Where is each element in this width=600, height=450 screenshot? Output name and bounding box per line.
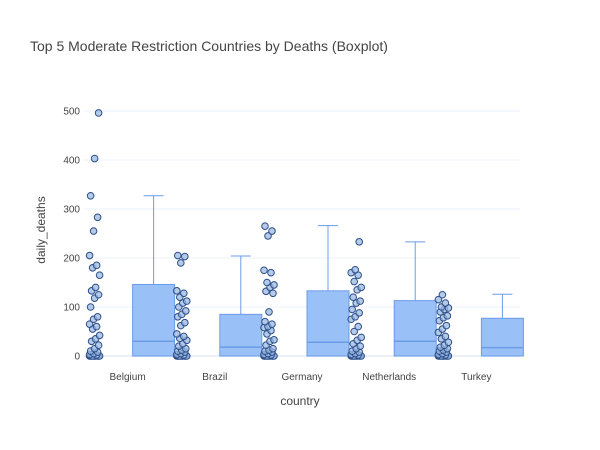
- points-germany: [260, 222, 278, 360]
- data-point: [95, 331, 104, 340]
- x-tick-label: Brazil: [202, 372, 227, 383]
- y-tick-label: 100: [63, 303, 80, 314]
- data-point: [268, 227, 276, 235]
- data-point: [269, 289, 277, 298]
- data-point: [180, 289, 188, 298]
- data-point: [91, 283, 100, 292]
- y-axis-title: daily_deaths: [34, 196, 48, 263]
- data-point: [267, 268, 275, 277]
- data-point: [90, 154, 99, 163]
- data-point: [348, 305, 357, 314]
- data-point: [93, 213, 102, 222]
- data-point: [182, 307, 190, 315]
- data-point: [350, 327, 359, 336]
- data-point: [183, 297, 191, 305]
- data-point: [434, 295, 443, 304]
- data-point: [260, 266, 268, 275]
- box-netherlands: [393, 241, 437, 357]
- x-tick-label: Germany: [281, 372, 322, 383]
- box-iqr: [219, 313, 263, 357]
- data-point: [264, 232, 272, 240]
- data-point: [181, 318, 189, 327]
- data-point: [441, 332, 450, 341]
- x-tick-label: Turkey: [461, 372, 491, 383]
- y-tick-label: 500: [63, 107, 80, 118]
- data-point: [180, 332, 188, 341]
- box-iqr: [480, 317, 524, 357]
- box-iqr: [132, 283, 176, 357]
- box-germany: [306, 225, 350, 357]
- points: [85, 109, 453, 360]
- data-point: [269, 344, 277, 353]
- data-point: [94, 290, 103, 299]
- data-point: [94, 109, 103, 117]
- points-netherlands: [347, 238, 366, 360]
- y-tick-label: 0: [74, 352, 80, 363]
- data-point: [173, 287, 181, 295]
- data-point: [92, 322, 101, 331]
- box-brazil: [219, 255, 263, 357]
- box-turkey: [480, 293, 524, 357]
- boxes: [132, 195, 524, 357]
- x-tick-label: Belgium: [110, 372, 146, 383]
- data-point: [265, 308, 273, 316]
- data-point: [351, 265, 360, 274]
- box-iqr: [306, 290, 350, 357]
- data-point: [349, 293, 358, 302]
- x-tick-label: Netherlands: [362, 372, 416, 383]
- y-tick-label: 300: [63, 205, 80, 216]
- data-point: [444, 338, 453, 347]
- data-point: [270, 281, 278, 289]
- data-point: [355, 309, 364, 317]
- points-brazil: [173, 251, 191, 360]
- points-belgium: [85, 109, 104, 360]
- y-tick-label: 200: [63, 254, 80, 265]
- data-point: [357, 333, 366, 342]
- data-point: [355, 238, 364, 246]
- data-point: [270, 336, 278, 344]
- y-axis-ticks: 0 100 200 300 400 500: [63, 107, 80, 363]
- data-point: [441, 299, 450, 307]
- points-turkey: [434, 290, 453, 360]
- box-iqr: [393, 300, 437, 357]
- data-point: [357, 283, 366, 292]
- box-belgium: [132, 195, 176, 357]
- data-point: [356, 297, 365, 305]
- data-point: [177, 259, 185, 267]
- data-point: [86, 303, 95, 311]
- x-axis-ticks: Belgium Brazil Germany Netherlands Turkey: [110, 372, 492, 383]
- data-point: [443, 312, 452, 320]
- chart-title: Top 5 Moderate Restriction Countries by …: [30, 38, 388, 54]
- data-point: [261, 317, 269, 326]
- data-point: [438, 290, 447, 299]
- x-axis-title: country: [280, 394, 319, 408]
- data-point: [442, 321, 451, 330]
- data-point: [354, 322, 363, 331]
- data-point: [93, 313, 102, 321]
- data-point: [261, 222, 269, 230]
- data-point: [95, 271, 104, 279]
- data-point: [174, 251, 182, 260]
- data-point: [263, 278, 271, 287]
- data-point: [85, 320, 94, 328]
- data-point: [268, 320, 276, 328]
- data-point: [350, 277, 359, 286]
- y-tick-label: 400: [63, 156, 80, 167]
- data-point: [86, 191, 95, 200]
- data-point: [85, 251, 94, 260]
- data-point: [89, 227, 98, 235]
- data-point: [92, 261, 101, 270]
- data-point: [356, 342, 365, 351]
- data-point: [94, 341, 103, 350]
- data-point: [173, 330, 181, 338]
- data-point: [181, 252, 189, 261]
